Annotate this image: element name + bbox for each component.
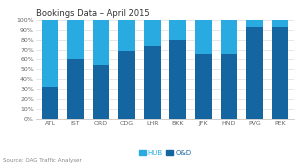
Bar: [93, 65, 110, 119]
Bar: [93, 20, 110, 65]
Bar: [246, 27, 263, 119]
Bar: [169, 40, 186, 119]
Legend: HUB, O&D: HUB, O&D: [139, 150, 191, 156]
Bar: [220, 54, 237, 119]
Text: Source: OAG Traffic Analyser: Source: OAG Traffic Analyser: [3, 158, 82, 163]
Bar: [144, 20, 160, 46]
Bar: [195, 54, 211, 119]
Bar: [42, 87, 58, 119]
Bar: [67, 59, 84, 119]
Text: Bookings Data – April 2015: Bookings Data – April 2015: [36, 9, 150, 18]
Bar: [195, 20, 211, 54]
Bar: [42, 20, 58, 87]
Bar: [118, 20, 135, 51]
Bar: [118, 51, 135, 119]
Bar: [272, 20, 288, 27]
Bar: [220, 20, 237, 54]
Bar: [144, 46, 160, 119]
Bar: [67, 20, 84, 59]
Bar: [169, 20, 186, 40]
Bar: [272, 27, 288, 119]
Bar: [246, 20, 263, 27]
